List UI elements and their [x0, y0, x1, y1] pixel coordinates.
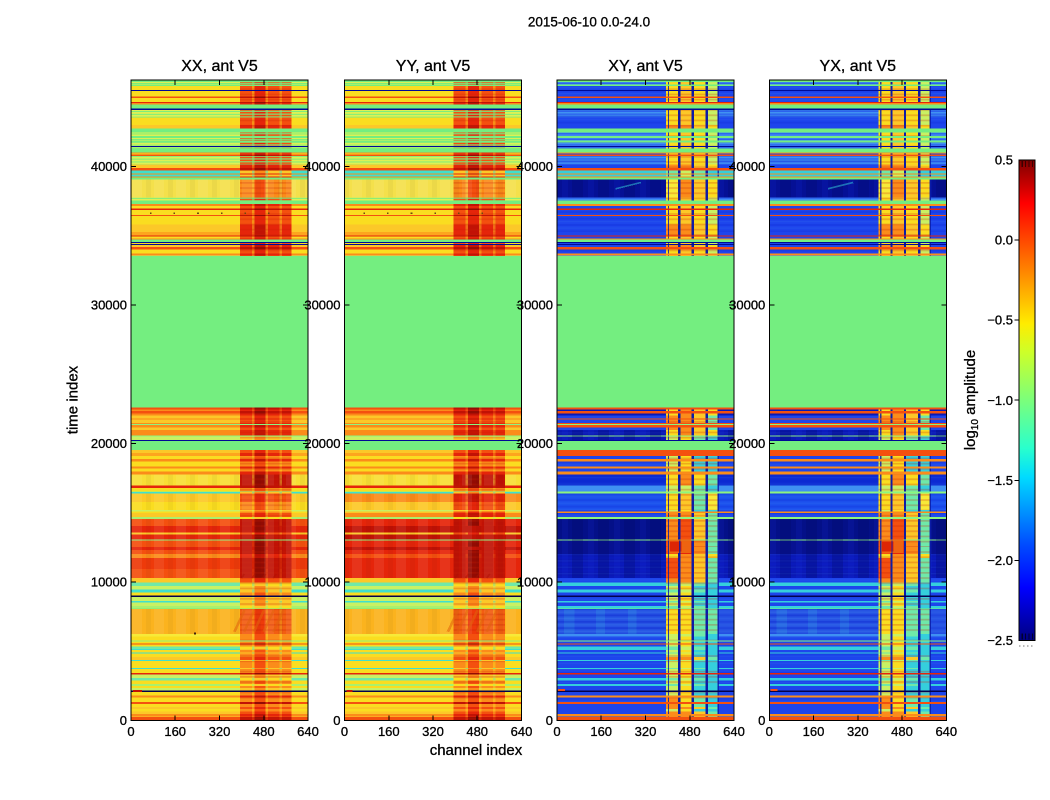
svg-text:0: 0 — [766, 724, 773, 739]
svg-text:0: 0 — [758, 713, 765, 728]
svg-text:−1.5: −1.5 — [987, 473, 1013, 488]
svg-text:0: 0 — [553, 724, 560, 739]
svg-text:log10 amplitude: log10 amplitude — [962, 350, 981, 450]
svg-text:480: 480 — [891, 724, 913, 739]
svg-text:time index: time index — [65, 365, 82, 434]
svg-text:YY, ant V5: YY, ant V5 — [396, 58, 471, 75]
svg-text:channel index: channel index — [430, 742, 523, 759]
svg-text:160: 160 — [164, 724, 186, 739]
svg-text:0: 0 — [546, 713, 553, 728]
svg-text:0: 0 — [120, 713, 127, 728]
svg-text:30000: 30000 — [517, 297, 553, 312]
svg-text:−2.0: −2.0 — [987, 553, 1013, 568]
svg-text:30000: 30000 — [91, 297, 127, 312]
svg-text:20000: 20000 — [517, 436, 553, 451]
svg-text:20000: 20000 — [304, 436, 340, 451]
svg-text:−1.0: −1.0 — [987, 393, 1013, 408]
svg-text:640: 640 — [935, 724, 957, 739]
svg-text:480: 480 — [679, 724, 701, 739]
svg-text:640: 640 — [511, 724, 533, 739]
svg-text:30000: 30000 — [729, 297, 765, 312]
svg-text:160: 160 — [590, 724, 612, 739]
svg-text:320: 320 — [422, 724, 444, 739]
svg-text:40000: 40000 — [729, 159, 765, 174]
svg-text:160: 160 — [803, 724, 825, 739]
svg-text:320: 320 — [847, 724, 869, 739]
svg-text:10000: 10000 — [304, 575, 340, 590]
svg-text:YX, ant V5: YX, ant V5 — [820, 58, 897, 75]
svg-text:640: 640 — [297, 724, 319, 739]
svg-text:30000: 30000 — [304, 297, 340, 312]
svg-text:10000: 10000 — [729, 575, 765, 590]
svg-text:480: 480 — [253, 724, 275, 739]
svg-text:0: 0 — [341, 724, 348, 739]
svg-text:480: 480 — [466, 724, 488, 739]
svg-text:160: 160 — [378, 724, 400, 739]
svg-text:640: 640 — [723, 724, 745, 739]
svg-text:40000: 40000 — [91, 159, 127, 174]
svg-text:20000: 20000 — [91, 436, 127, 451]
svg-text:40000: 40000 — [517, 159, 553, 174]
svg-text:XY, ant V5: XY, ant V5 — [608, 58, 683, 75]
svg-text:20000: 20000 — [729, 436, 765, 451]
svg-text:320: 320 — [209, 724, 231, 739]
svg-text:XX, ant V5: XX, ant V5 — [181, 58, 258, 75]
svg-text:40000: 40000 — [304, 159, 340, 174]
svg-text:0: 0 — [333, 713, 340, 728]
svg-text:0: 0 — [127, 724, 134, 739]
svg-text:320: 320 — [635, 724, 657, 739]
svg-text:2015-06-10 0.0-24.0: 2015-06-10 0.0-24.0 — [528, 15, 650, 30]
svg-text:10000: 10000 — [91, 575, 127, 590]
svg-text:0.0: 0.0 — [995, 233, 1013, 248]
svg-text:0.5: 0.5 — [995, 153, 1013, 168]
svg-text:−0.5: −0.5 — [987, 313, 1013, 328]
svg-text:−2.5: −2.5 — [987, 633, 1013, 648]
svg-text:10000: 10000 — [517, 575, 553, 590]
